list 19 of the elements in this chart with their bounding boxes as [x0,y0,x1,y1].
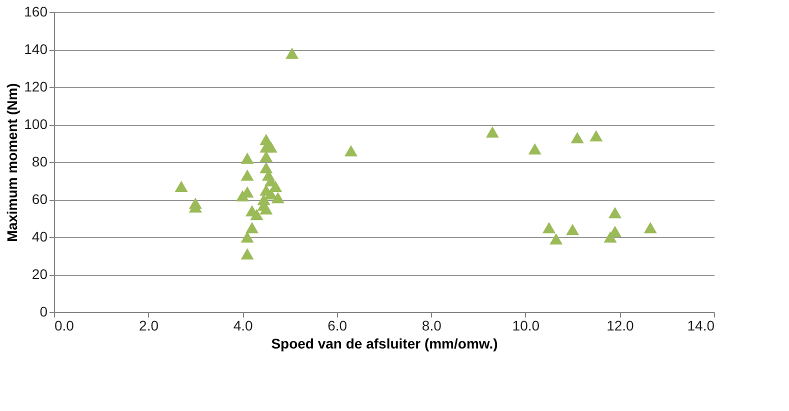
x-tick-label: 0.0 [54,318,74,334]
y-tick-label: 160 [24,4,48,20]
y-tick-label: 0 [40,304,48,320]
y-tick-label: 60 [32,191,48,207]
x-axis-title: Spoed van de afsluiter (mm/omw.) [271,336,498,352]
y-tick-label: 100 [24,116,48,132]
y-tick-label: 20 [32,266,48,282]
y-tick-label: 140 [24,41,48,57]
y-tick-label: 40 [32,228,48,244]
x-tick-label: 8.0 [422,318,442,334]
x-tick-label: 2.0 [139,318,159,334]
x-tick-label: 12.0 [606,318,634,334]
x-tick-label: 14.0 [687,318,715,334]
y-tick-label: 120 [24,78,48,94]
y-axis-title: Maximum moment (Nm) [4,83,20,242]
x-tick-label: 6.0 [328,318,348,334]
x-tick-label: 10.0 [512,318,540,334]
y-tick-label: 80 [32,154,48,170]
x-tick-label: 4.0 [233,318,254,334]
